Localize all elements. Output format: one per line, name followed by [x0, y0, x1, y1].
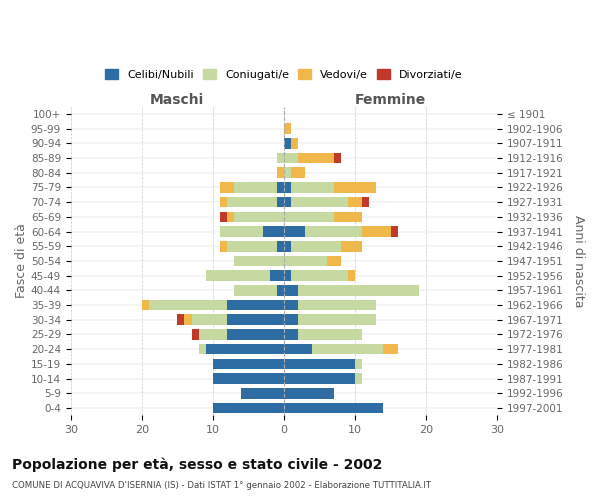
Bar	[213, 358, 284, 369]
Bar	[291, 270, 348, 281]
Bar	[284, 138, 291, 148]
Bar	[291, 168, 305, 178]
Legend: Celibi/Nubili, Coniugati/e, Vedovi/e, Divorziati/e: Celibi/Nubili, Coniugati/e, Vedovi/e, Di…	[101, 64, 467, 84]
Bar	[284, 373, 355, 384]
Bar	[263, 226, 284, 237]
Y-axis label: Anni di nascita: Anni di nascita	[572, 214, 585, 307]
Bar	[220, 182, 234, 192]
Bar	[234, 182, 277, 192]
Bar	[213, 373, 284, 384]
Bar	[234, 256, 284, 266]
Bar	[234, 285, 277, 296]
Text: COMUNE DI ACQUAVIVA D'ISERNIA (IS) - Dati ISTAT 1° gennaio 2002 - Elaborazione T: COMUNE DI ACQUAVIVA D'ISERNIA (IS) - Dat…	[12, 481, 431, 490]
Text: Popolazione per età, sesso e stato civile - 2002: Popolazione per età, sesso e stato civil…	[12, 458, 382, 472]
Bar	[284, 153, 298, 164]
Bar	[348, 270, 355, 281]
Bar	[220, 197, 227, 207]
Bar	[284, 212, 334, 222]
Bar	[277, 153, 284, 164]
Bar	[284, 388, 334, 398]
Bar	[298, 300, 376, 310]
Bar	[220, 226, 263, 237]
Bar	[298, 153, 334, 164]
Bar	[241, 388, 284, 398]
Bar	[220, 212, 227, 222]
Bar	[277, 168, 284, 178]
Bar	[348, 197, 362, 207]
Bar	[227, 314, 284, 325]
Bar	[213, 402, 284, 413]
Bar	[277, 241, 284, 252]
Bar	[277, 285, 284, 296]
Bar	[298, 314, 376, 325]
Bar	[284, 226, 305, 237]
Bar	[291, 241, 341, 252]
Bar	[305, 226, 362, 237]
Bar	[206, 344, 284, 354]
Bar	[206, 270, 270, 281]
Bar	[191, 329, 199, 340]
Bar	[227, 300, 284, 310]
Bar	[355, 373, 362, 384]
Bar	[291, 138, 298, 148]
Bar	[341, 241, 362, 252]
Bar	[220, 241, 227, 252]
Bar	[149, 300, 227, 310]
Bar	[199, 329, 227, 340]
Bar	[227, 212, 234, 222]
Bar	[284, 285, 298, 296]
Y-axis label: Fasce di età: Fasce di età	[15, 224, 28, 298]
Bar	[234, 212, 284, 222]
Bar	[277, 197, 284, 207]
Bar	[362, 226, 391, 237]
Text: Femmine: Femmine	[355, 94, 426, 108]
Bar	[284, 241, 291, 252]
Bar	[284, 358, 355, 369]
Bar	[270, 270, 284, 281]
Bar	[284, 256, 326, 266]
Bar	[284, 402, 383, 413]
Bar	[178, 314, 184, 325]
Bar	[313, 344, 383, 354]
Bar	[199, 344, 206, 354]
Bar	[355, 358, 362, 369]
Bar	[227, 329, 284, 340]
Bar	[284, 329, 298, 340]
Bar	[291, 197, 348, 207]
Bar	[291, 182, 334, 192]
Bar	[227, 197, 277, 207]
Text: Maschi: Maschi	[150, 94, 205, 108]
Bar	[298, 285, 419, 296]
Bar	[284, 168, 291, 178]
Bar	[334, 153, 341, 164]
Bar	[284, 182, 291, 192]
Bar	[184, 314, 191, 325]
Bar	[142, 300, 149, 310]
Bar	[227, 241, 277, 252]
Bar	[326, 256, 341, 266]
Bar	[391, 226, 398, 237]
Bar	[383, 344, 398, 354]
Bar	[334, 212, 362, 222]
Bar	[284, 344, 313, 354]
Bar	[277, 182, 284, 192]
Bar	[298, 329, 362, 340]
Bar	[284, 197, 291, 207]
Bar	[284, 270, 291, 281]
Bar	[362, 197, 369, 207]
Bar	[191, 314, 227, 325]
Bar	[284, 314, 298, 325]
Bar	[284, 300, 298, 310]
Bar	[334, 182, 376, 192]
Bar	[284, 124, 291, 134]
